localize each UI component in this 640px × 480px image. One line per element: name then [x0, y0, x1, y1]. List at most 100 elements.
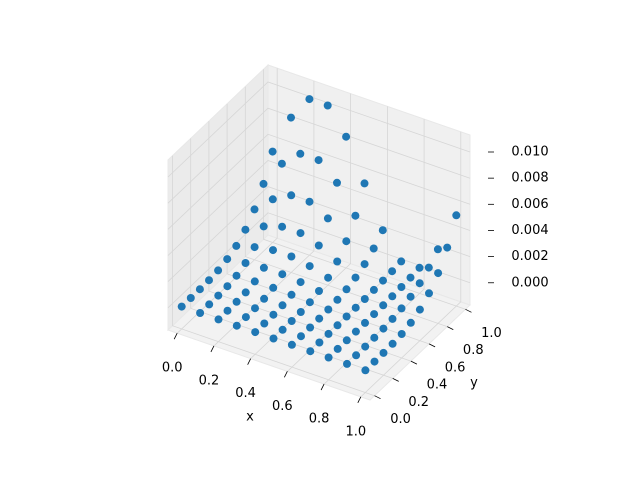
grid-line: [190, 138, 393, 379]
point: [278, 270, 287, 279]
point: [352, 351, 361, 360]
point: [324, 329, 333, 338]
point: [315, 338, 324, 347]
point: [342, 237, 351, 246]
point: [186, 294, 195, 302]
point: [333, 178, 341, 187]
grid-line: [360, 131, 462, 398]
point: [370, 310, 379, 319]
point: [361, 318, 369, 327]
grid-line: [167, 186, 471, 282]
point: [297, 332, 305, 341]
point: [434, 269, 443, 278]
grid-line: [172, 155, 375, 397]
y-tick: [392, 378, 399, 382]
point: [360, 260, 369, 269]
point: [268, 147, 277, 156]
y-tick: [465, 308, 472, 313]
grid-line: [167, 160, 471, 256]
point: [259, 179, 268, 188]
grid-line: [167, 107, 471, 204]
y-tick: [428, 343, 436, 348]
point: [369, 244, 378, 253]
x-tick: [173, 333, 178, 340]
point: [315, 314, 324, 323]
point: [360, 295, 369, 303]
point: [223, 282, 232, 291]
point: [250, 243, 259, 252]
point: [287, 290, 296, 299]
point: [415, 263, 424, 272]
y-tick-label: 1.0: [481, 326, 502, 341]
point: [379, 348, 388, 357]
z-tick-label: 0.004: [511, 223, 548, 238]
point: [214, 315, 223, 324]
point: [287, 252, 296, 261]
point: [296, 149, 305, 158]
y-tick: [374, 395, 381, 400]
point: [205, 276, 213, 285]
point: [415, 305, 424, 314]
point: [269, 310, 278, 319]
point: [232, 271, 241, 280]
y-tick-label: 0.0: [390, 412, 411, 427]
point: [333, 257, 342, 266]
point: [323, 101, 332, 110]
point: [333, 321, 342, 330]
point: [251, 304, 259, 313]
y-tick-label: 0.4: [427, 378, 448, 393]
point: [259, 263, 268, 272]
point: [351, 303, 360, 312]
y-tick-label: 0.6: [445, 360, 466, 375]
point: [306, 347, 315, 356]
point: [296, 278, 305, 287]
point: [260, 319, 269, 328]
point: [250, 277, 259, 286]
point: [305, 95, 314, 104]
point: [287, 317, 296, 325]
point: [351, 327, 360, 336]
point: [296, 308, 305, 316]
point: [361, 342, 370, 351]
point: [268, 195, 277, 204]
x-tick: [284, 371, 288, 378]
point: [388, 339, 397, 348]
point: [388, 314, 397, 323]
point: [223, 306, 232, 315]
point: [397, 257, 406, 266]
point: [306, 323, 315, 332]
x-tick: [320, 383, 325, 391]
point: [278, 325, 287, 334]
point: [388, 292, 397, 301]
y-tick-label: 0.8: [463, 343, 484, 358]
z-tick-label: 0.008: [511, 171, 548, 186]
point: [443, 243, 452, 252]
y-tick: [447, 326, 454, 330]
x-tick: [247, 358, 251, 365]
point: [205, 300, 214, 309]
z-tick-label: 0.000: [511, 275, 548, 290]
point: [324, 273, 333, 282]
point: [351, 273, 360, 282]
point: [287, 340, 296, 349]
point: [177, 302, 186, 311]
point: [370, 333, 379, 342]
point: [314, 241, 323, 250]
x-axis-label: x: [246, 410, 254, 425]
point: [397, 304, 406, 313]
point: [323, 214, 332, 223]
point: [214, 266, 223, 275]
grid-line: [167, 133, 471, 230]
y-axis-label: y: [470, 376, 478, 391]
x-tick-label: 0.8: [309, 412, 330, 427]
point: [370, 357, 379, 366]
point: [305, 197, 314, 206]
point: [305, 298, 314, 307]
point: [269, 334, 278, 343]
point: [342, 285, 351, 294]
point: [361, 366, 370, 375]
point: [452, 211, 461, 220]
point: [241, 288, 250, 297]
x-tick-label: 0.2: [199, 373, 220, 388]
